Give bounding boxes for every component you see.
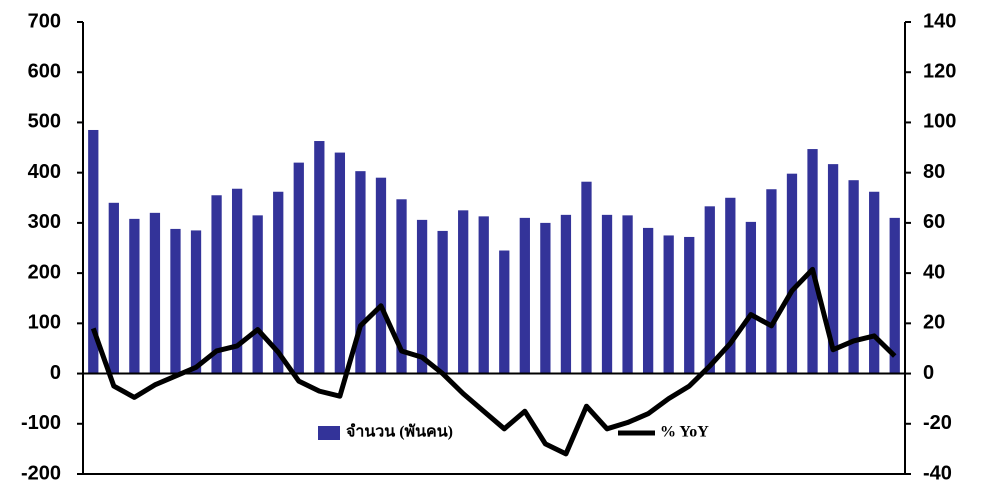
bar — [540, 222, 551, 374]
bar — [642, 227, 654, 374]
bar — [663, 235, 674, 374]
bar — [889, 217, 900, 374]
bar — [170, 228, 181, 374]
bar — [745, 221, 757, 374]
y2-tick-label: 0 — [923, 362, 934, 384]
bar — [273, 191, 284, 374]
y2-tick-label: 20 — [923, 312, 945, 334]
y2-tick-label: -40 — [923, 462, 952, 484]
bar — [766, 189, 777, 374]
bar — [231, 188, 243, 374]
y2-tick-label: 60 — [923, 211, 945, 233]
bar — [704, 206, 715, 374]
y2-tick-label: 120 — [923, 61, 956, 83]
y-tick-label: 100 — [28, 312, 61, 334]
bar — [416, 219, 428, 374]
bar — [375, 177, 387, 374]
bar — [252, 215, 263, 374]
bar — [88, 129, 99, 374]
y2-tick-label: -20 — [923, 412, 952, 434]
bar — [848, 180, 859, 374]
bar — [560, 214, 572, 374]
line — [90, 266, 897, 457]
bar — [355, 171, 366, 374]
legend-label: จำนวน (พันคน) — [346, 423, 453, 441]
y-tick-label: 500 — [28, 111, 61, 133]
legend-label: % YoY — [660, 424, 709, 441]
y2-tick-label: 40 — [923, 261, 945, 283]
bar — [458, 210, 469, 374]
bar — [622, 215, 633, 374]
y2-tick-label: 80 — [923, 161, 945, 183]
y-tick-label: 0 — [50, 362, 61, 384]
y-tick-label: -100 — [21, 412, 61, 434]
bar — [786, 173, 798, 374]
bar — [601, 214, 613, 374]
y-tick-label: 300 — [28, 211, 61, 233]
legend-swatch — [318, 426, 340, 440]
bar — [190, 230, 202, 374]
bar — [437, 230, 448, 374]
bar — [499, 250, 510, 374]
bar — [108, 202, 119, 374]
y-tick-label: 400 — [28, 161, 61, 183]
bar — [149, 212, 161, 374]
y2-tick-label: 100 — [923, 111, 956, 133]
y-tick-label: -200 — [21, 462, 61, 484]
y-tick-label: 200 — [28, 261, 61, 283]
bar — [581, 181, 592, 374]
bar — [725, 197, 736, 374]
bar — [129, 218, 140, 374]
bar — [334, 152, 346, 374]
bar — [314, 141, 325, 374]
bar — [293, 162, 304, 374]
bar — [396, 199, 407, 374]
y-tick-label: 600 — [28, 61, 61, 83]
y2-tick-label: 140 — [923, 10, 956, 32]
y-tick-label: 700 — [28, 10, 61, 32]
bar — [519, 217, 530, 374]
bar — [478, 216, 489, 374]
bar — [211, 195, 222, 374]
bar — [684, 236, 695, 374]
bar — [869, 191, 880, 374]
bar — [827, 164, 839, 374]
bar — [807, 149, 818, 374]
